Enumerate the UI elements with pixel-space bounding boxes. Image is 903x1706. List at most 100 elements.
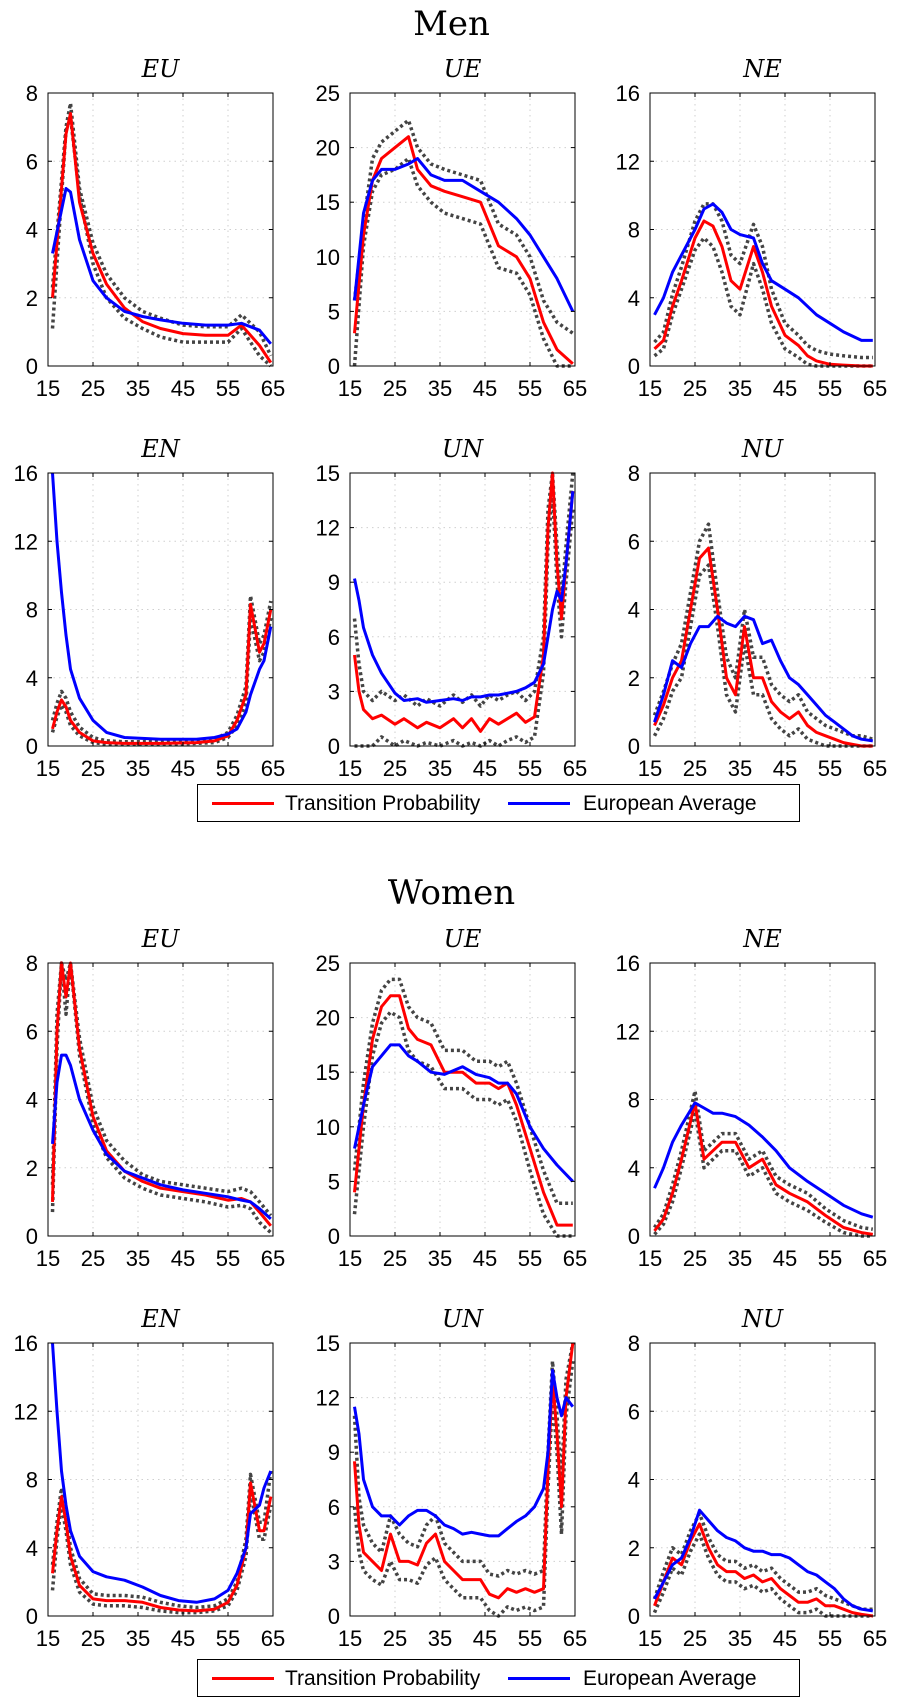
- y-tick-label: 20: [316, 136, 340, 161]
- x-tick-label: 45: [473, 1246, 497, 1271]
- x-tick-label: 65: [563, 376, 587, 401]
- y-tick-label: 9: [328, 1440, 340, 1465]
- y-tick-label: 4: [26, 666, 38, 691]
- y-tick-label: 4: [628, 1468, 640, 1493]
- x-tick-label: 55: [518, 756, 542, 781]
- y-tick-label: 12: [316, 516, 340, 541]
- y-tick-label: 0: [328, 354, 340, 379]
- y-tick-label: 4: [628, 598, 640, 623]
- x-tick-label: 45: [171, 1626, 195, 1651]
- european-average-line: [653, 1101, 874, 1219]
- x-tick-label: 35: [728, 1246, 752, 1271]
- x-tick-label: 25: [81, 756, 105, 781]
- european-average-line: [653, 614, 874, 743]
- panel-title: NE: [742, 55, 782, 83]
- x-tick-label: 35: [728, 376, 752, 401]
- y-tick-label: 0: [628, 1224, 640, 1249]
- band-lower-line: [50, 115, 272, 368]
- x-tick-label: 65: [563, 1626, 587, 1651]
- band-upper-line: [352, 471, 575, 708]
- x-tick-label: 45: [171, 756, 195, 781]
- x-tick-label: 65: [863, 756, 887, 781]
- x-tick-label: 45: [473, 756, 497, 781]
- y-tick-label: 16: [616, 951, 640, 976]
- y-tick-label: 8: [628, 461, 640, 486]
- panel-title: UN: [442, 1305, 484, 1333]
- y-tick-label: 16: [14, 461, 38, 486]
- legend-label-transition: Transition Probability: [285, 1667, 481, 1690]
- panel-men-nu: 15 25 35 45 55 65 0 2 4 6 8 NU: [628, 435, 887, 781]
- y-tick-label: 2: [628, 1536, 640, 1561]
- transition-probability-line: [353, 135, 574, 365]
- x-tick-label: 55: [518, 376, 542, 401]
- x-tick-label: 45: [773, 1246, 797, 1271]
- panel-women-ne: 15 25 35 45 55 65 0 4 8 12 16 NE: [616, 925, 888, 1271]
- x-tick-label: 65: [863, 1626, 887, 1651]
- x-tick-label: 45: [171, 376, 195, 401]
- y-tick-label: 2: [628, 666, 640, 691]
- band-upper-line: [50, 594, 273, 744]
- band-lower-line: [50, 961, 272, 1234]
- band-lower-line: [352, 156, 573, 368]
- y-tick-label: 0: [26, 354, 38, 379]
- y-tick-label: 4: [628, 286, 640, 311]
- y-tick-label: 15: [316, 1060, 340, 1085]
- band-upper-line: [352, 977, 573, 1205]
- y-tick-label: 15: [316, 1331, 340, 1356]
- panel-title: UE: [444, 925, 482, 953]
- legend-women: Transition Probability European Average: [197, 1659, 800, 1697]
- x-tick-label: 15: [638, 376, 662, 401]
- transition-probability-line: [51, 602, 273, 745]
- y-tick-label: 0: [328, 1224, 340, 1249]
- x-tick-label: 15: [338, 756, 362, 781]
- band-lower-line: [653, 1109, 873, 1238]
- panel-title: NU: [741, 1305, 784, 1333]
- x-tick-label: 45: [773, 1626, 797, 1651]
- x-tick-label: 25: [683, 376, 707, 401]
- european-average-line: [51, 472, 273, 741]
- x-tick-label: 65: [563, 756, 587, 781]
- x-tick-label: 25: [383, 1626, 407, 1651]
- x-tick-label: 15: [36, 1626, 60, 1651]
- panel-title: EN: [140, 1305, 181, 1333]
- y-tick-label: 12: [616, 1019, 640, 1044]
- x-tick-label: 15: [338, 376, 362, 401]
- band-upper-line: [652, 1511, 873, 1611]
- y-tick-label: 6: [328, 625, 340, 650]
- panel-title: EN: [140, 435, 181, 463]
- x-tick-label: 55: [818, 376, 842, 401]
- y-tick-label: 3: [328, 679, 340, 704]
- x-tick-label: 25: [383, 1246, 407, 1271]
- x-tick-label: 35: [728, 1626, 752, 1651]
- y-tick-label: 8: [26, 81, 38, 106]
- y-tick-label: 8: [628, 1088, 640, 1113]
- x-tick-label: 65: [261, 376, 285, 401]
- european-average-line: [51, 187, 272, 345]
- european-average-line: [353, 1043, 574, 1183]
- y-tick-label: 0: [628, 354, 640, 379]
- european-average-line: [353, 1368, 575, 1538]
- x-tick-label: 15: [36, 376, 60, 401]
- x-tick-label: 55: [216, 756, 240, 781]
- panel-title: EU: [141, 925, 181, 953]
- x-tick-label: 45: [473, 376, 497, 401]
- y-tick-label: 4: [26, 1088, 38, 1113]
- legend-swatch-transition: [212, 802, 274, 805]
- y-tick-label: 0: [26, 734, 38, 759]
- x-tick-label: 35: [428, 756, 452, 781]
- european-average-line: [353, 491, 575, 704]
- y-tick-label: 9: [328, 570, 340, 595]
- x-tick-label: 45: [171, 1246, 195, 1271]
- women-section-title: Women: [387, 873, 516, 913]
- x-tick-label: 65: [863, 1246, 887, 1271]
- y-tick-label: 8: [26, 1468, 38, 1493]
- y-tick-label: 25: [316, 81, 340, 106]
- y-tick-label: 25: [316, 951, 340, 976]
- x-tick-label: 15: [638, 1626, 662, 1651]
- panel-women-ue: 15 25 35 45 55 65 0 5 10 15 20 25 UE: [316, 925, 588, 1271]
- x-tick-label: 15: [338, 1246, 362, 1271]
- x-tick-label: 65: [563, 1246, 587, 1271]
- y-tick-label: 6: [628, 1399, 640, 1424]
- y-tick-label: 6: [26, 149, 38, 174]
- legend-men: Transition Probability European Average: [197, 784, 800, 822]
